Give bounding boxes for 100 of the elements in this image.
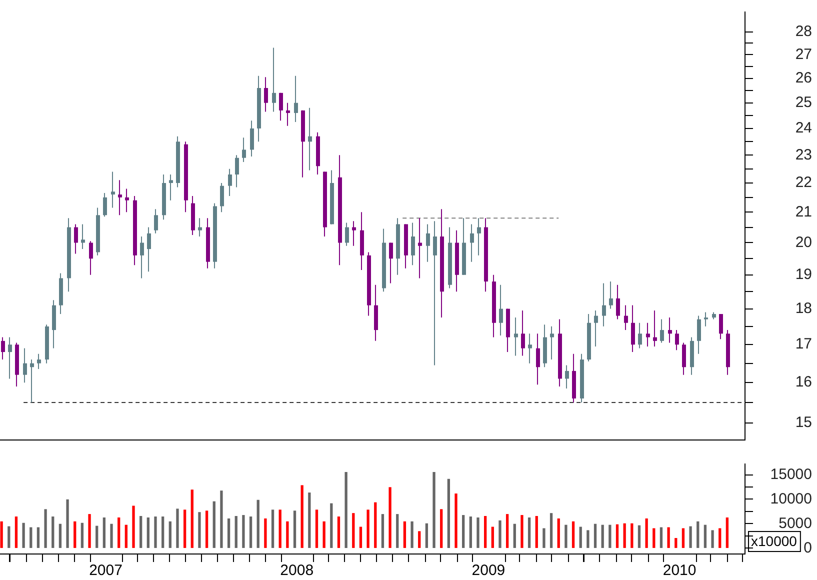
candlestick <box>528 333 532 364</box>
bar <box>198 512 201 548</box>
bar <box>30 527 32 548</box>
bar <box>161 516 164 548</box>
candlestick <box>646 322 650 347</box>
candlestick <box>279 92 283 122</box>
bar <box>674 538 678 548</box>
bar <box>337 516 340 548</box>
bar <box>396 514 399 548</box>
candlestick <box>704 312 708 327</box>
y-tick-label: 17 <box>795 336 812 353</box>
candlestick <box>609 281 613 310</box>
bar <box>491 526 494 548</box>
bar <box>88 514 91 548</box>
bar <box>616 524 619 548</box>
candlestick <box>23 348 27 384</box>
candlestick <box>345 222 349 246</box>
bar <box>476 517 480 548</box>
candlestick <box>30 359 34 404</box>
bar <box>726 517 729 548</box>
bar <box>469 516 472 548</box>
candlestick <box>220 182 224 213</box>
candlestick <box>8 336 12 380</box>
candlestick <box>264 76 268 112</box>
bar <box>96 526 98 548</box>
bar <box>410 521 414 548</box>
candlestick <box>697 315 701 354</box>
bar <box>638 525 641 548</box>
bar <box>425 523 428 548</box>
bar <box>667 527 670 548</box>
bar <box>528 517 531 548</box>
candlestick <box>103 192 107 218</box>
candlestick <box>477 218 481 256</box>
y-tick-label: 23 <box>795 146 812 164</box>
bar <box>381 514 384 548</box>
candlestick <box>660 318 664 344</box>
bar <box>374 502 377 548</box>
candlestick <box>514 317 518 356</box>
text: x10000 <box>751 532 798 549</box>
bar <box>227 518 230 548</box>
bar <box>176 508 179 548</box>
candlestick <box>169 174 173 201</box>
y-tick-label: 5000 <box>778 514 812 532</box>
candlestick <box>250 120 254 157</box>
bar <box>102 517 106 548</box>
bar <box>432 472 436 548</box>
bar <box>711 530 714 548</box>
y-tick-label: 18 <box>795 300 812 317</box>
bar <box>264 518 267 548</box>
bar <box>359 526 362 548</box>
candlestick <box>352 220 356 246</box>
candlestick <box>602 282 606 327</box>
x-tick-label: 2007 <box>89 562 122 580</box>
bar <box>286 521 289 548</box>
bar <box>154 516 157 548</box>
bar <box>44 509 47 548</box>
candlestick <box>624 304 628 331</box>
candlestick <box>272 47 276 112</box>
bar <box>168 521 172 548</box>
candlestick <box>433 220 437 366</box>
y-tick-label: 22 <box>795 174 812 192</box>
candlestick <box>81 224 85 250</box>
candlestick <box>668 317 672 344</box>
bar <box>704 524 707 548</box>
candlestick <box>118 180 122 216</box>
bar <box>520 515 524 548</box>
bar <box>80 522 84 548</box>
bar <box>183 510 186 548</box>
bar <box>58 524 62 548</box>
bar <box>542 528 546 548</box>
bar <box>352 513 355 548</box>
y-tick-label: 25 <box>795 94 812 112</box>
y-tick-label: 15000 <box>770 466 812 483</box>
y-tick-label: 0 <box>804 539 812 556</box>
candlestick <box>228 168 232 196</box>
candlestick <box>682 342 686 376</box>
bar <box>36 527 40 548</box>
bar <box>440 509 443 548</box>
candlestick <box>389 242 393 284</box>
candlestick <box>286 102 290 126</box>
bar <box>110 524 113 548</box>
candlestick <box>140 236 144 279</box>
bar <box>52 516 54 548</box>
candlestick <box>37 353 41 370</box>
bar <box>506 514 509 548</box>
bar <box>498 520 502 548</box>
bar <box>601 524 604 548</box>
bar <box>630 523 634 548</box>
bar <box>682 528 685 548</box>
candlestick <box>719 314 723 340</box>
candlestick <box>594 310 598 347</box>
candlestick <box>418 218 422 279</box>
candlestick <box>235 154 239 188</box>
bar <box>124 524 128 548</box>
bar <box>623 523 626 548</box>
candlestick <box>154 208 158 234</box>
bar <box>234 516 238 548</box>
bar <box>0 521 3 548</box>
y-tick-label: 20 <box>795 234 812 251</box>
bar <box>388 487 392 548</box>
